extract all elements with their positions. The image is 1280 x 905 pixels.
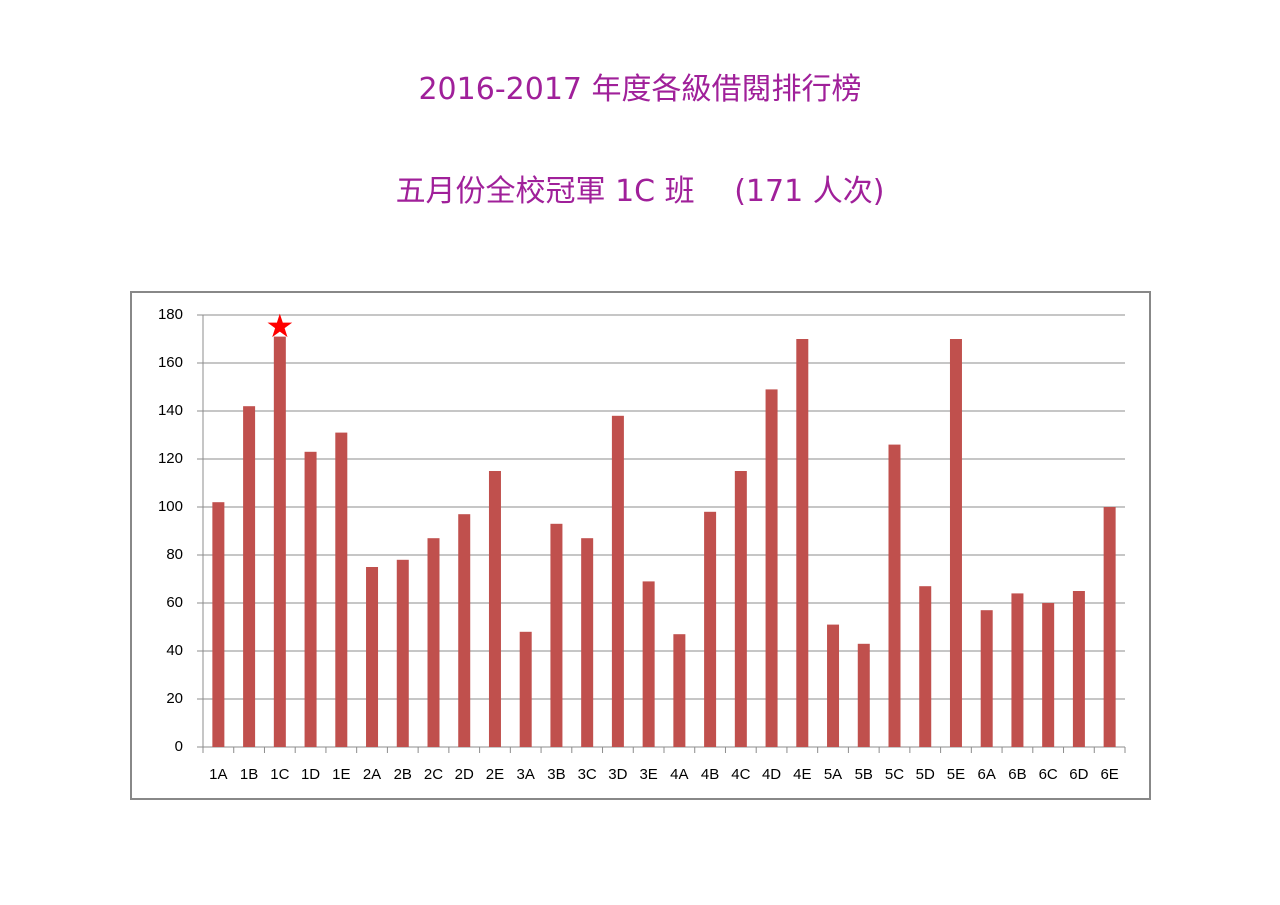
bar <box>1103 507 1116 747</box>
x-tick-label: 1B <box>240 766 258 783</box>
bar <box>611 415 624 747</box>
bar <box>396 559 409 747</box>
bar <box>1042 603 1055 747</box>
x-tick-label: 4C <box>731 766 750 783</box>
y-tick-label: 160 <box>158 354 183 371</box>
x-tick-label: 1E <box>332 766 350 783</box>
x-tick-label: 6B <box>1008 766 1026 783</box>
bar <box>734 471 747 747</box>
x-tick-label: 3A <box>517 766 535 783</box>
x-tick-label: 3B <box>547 766 565 783</box>
x-tick-label: 2A <box>363 766 381 783</box>
bar <box>765 389 778 747</box>
x-tick-label: 5C <box>885 766 904 783</box>
bar <box>519 631 532 747</box>
bar <box>827 624 840 747</box>
x-tick-label: 6A <box>978 766 996 783</box>
y-tick-label: 0 <box>175 738 183 755</box>
x-tick-label: 3C <box>578 766 597 783</box>
x-tick-label: 1C <box>270 766 289 783</box>
bar <box>980 610 993 747</box>
x-tick-label: 1D <box>301 766 320 783</box>
x-tick-label: 2E <box>486 766 504 783</box>
x-tick-label: 2D <box>455 766 474 783</box>
y-tick-label: 100 <box>158 498 183 515</box>
bar <box>550 523 563 747</box>
bar <box>704 511 717 747</box>
bar <box>366 567 379 747</box>
bar <box>458 514 471 747</box>
x-tick-label: 6D <box>1069 766 1088 783</box>
chart-frame <box>130 291 1151 800</box>
x-tick-label: 5A <box>824 766 842 783</box>
bar <box>673 634 686 747</box>
bar <box>919 586 932 747</box>
x-tick-label: 4B <box>701 766 719 783</box>
x-tick-label: 4E <box>793 766 811 783</box>
x-tick-label: 2C <box>424 766 443 783</box>
bar <box>212 502 225 747</box>
x-tick-label: 3D <box>608 766 627 783</box>
x-tick-label: 2B <box>394 766 412 783</box>
bar <box>642 581 655 747</box>
y-tick-label: 140 <box>158 402 183 419</box>
chart-subtitle: 五月份全校冠軍 1C 班 (171 人次) <box>395 174 885 209</box>
y-tick-label: 60 <box>166 594 183 611</box>
bar <box>581 538 594 747</box>
x-tick-label: 1A <box>209 766 227 783</box>
x-tick-label: 6C <box>1039 766 1058 783</box>
x-tick-label: 5E <box>947 766 965 783</box>
bar <box>1011 593 1024 747</box>
x-tick-label: 3E <box>639 766 657 783</box>
bar <box>243 406 256 747</box>
bar <box>857 643 870 747</box>
x-tick-label: 4D <box>762 766 781 783</box>
x-tick-label: 4A <box>670 766 688 783</box>
y-tick-label: 120 <box>158 450 183 467</box>
champion-star <box>267 313 293 338</box>
y-tick-label: 180 <box>158 306 183 323</box>
x-tick-label: 5B <box>855 766 873 783</box>
bar <box>427 538 440 747</box>
y-tick-label: 20 <box>166 690 183 707</box>
bar <box>888 444 901 747</box>
bar <box>796 339 809 747</box>
bar <box>1072 591 1085 747</box>
chart-title: 2016-2017 年度各級借閱排行榜 <box>418 72 862 107</box>
bar <box>488 471 501 747</box>
y-tick-label: 80 <box>166 546 183 563</box>
bar <box>335 432 348 747</box>
x-tick-label: 6E <box>1100 766 1118 783</box>
y-tick-label: 40 <box>166 642 183 659</box>
bar <box>949 339 962 747</box>
bar <box>304 451 317 747</box>
x-tick-label: 5D <box>916 766 935 783</box>
bar <box>273 336 286 747</box>
